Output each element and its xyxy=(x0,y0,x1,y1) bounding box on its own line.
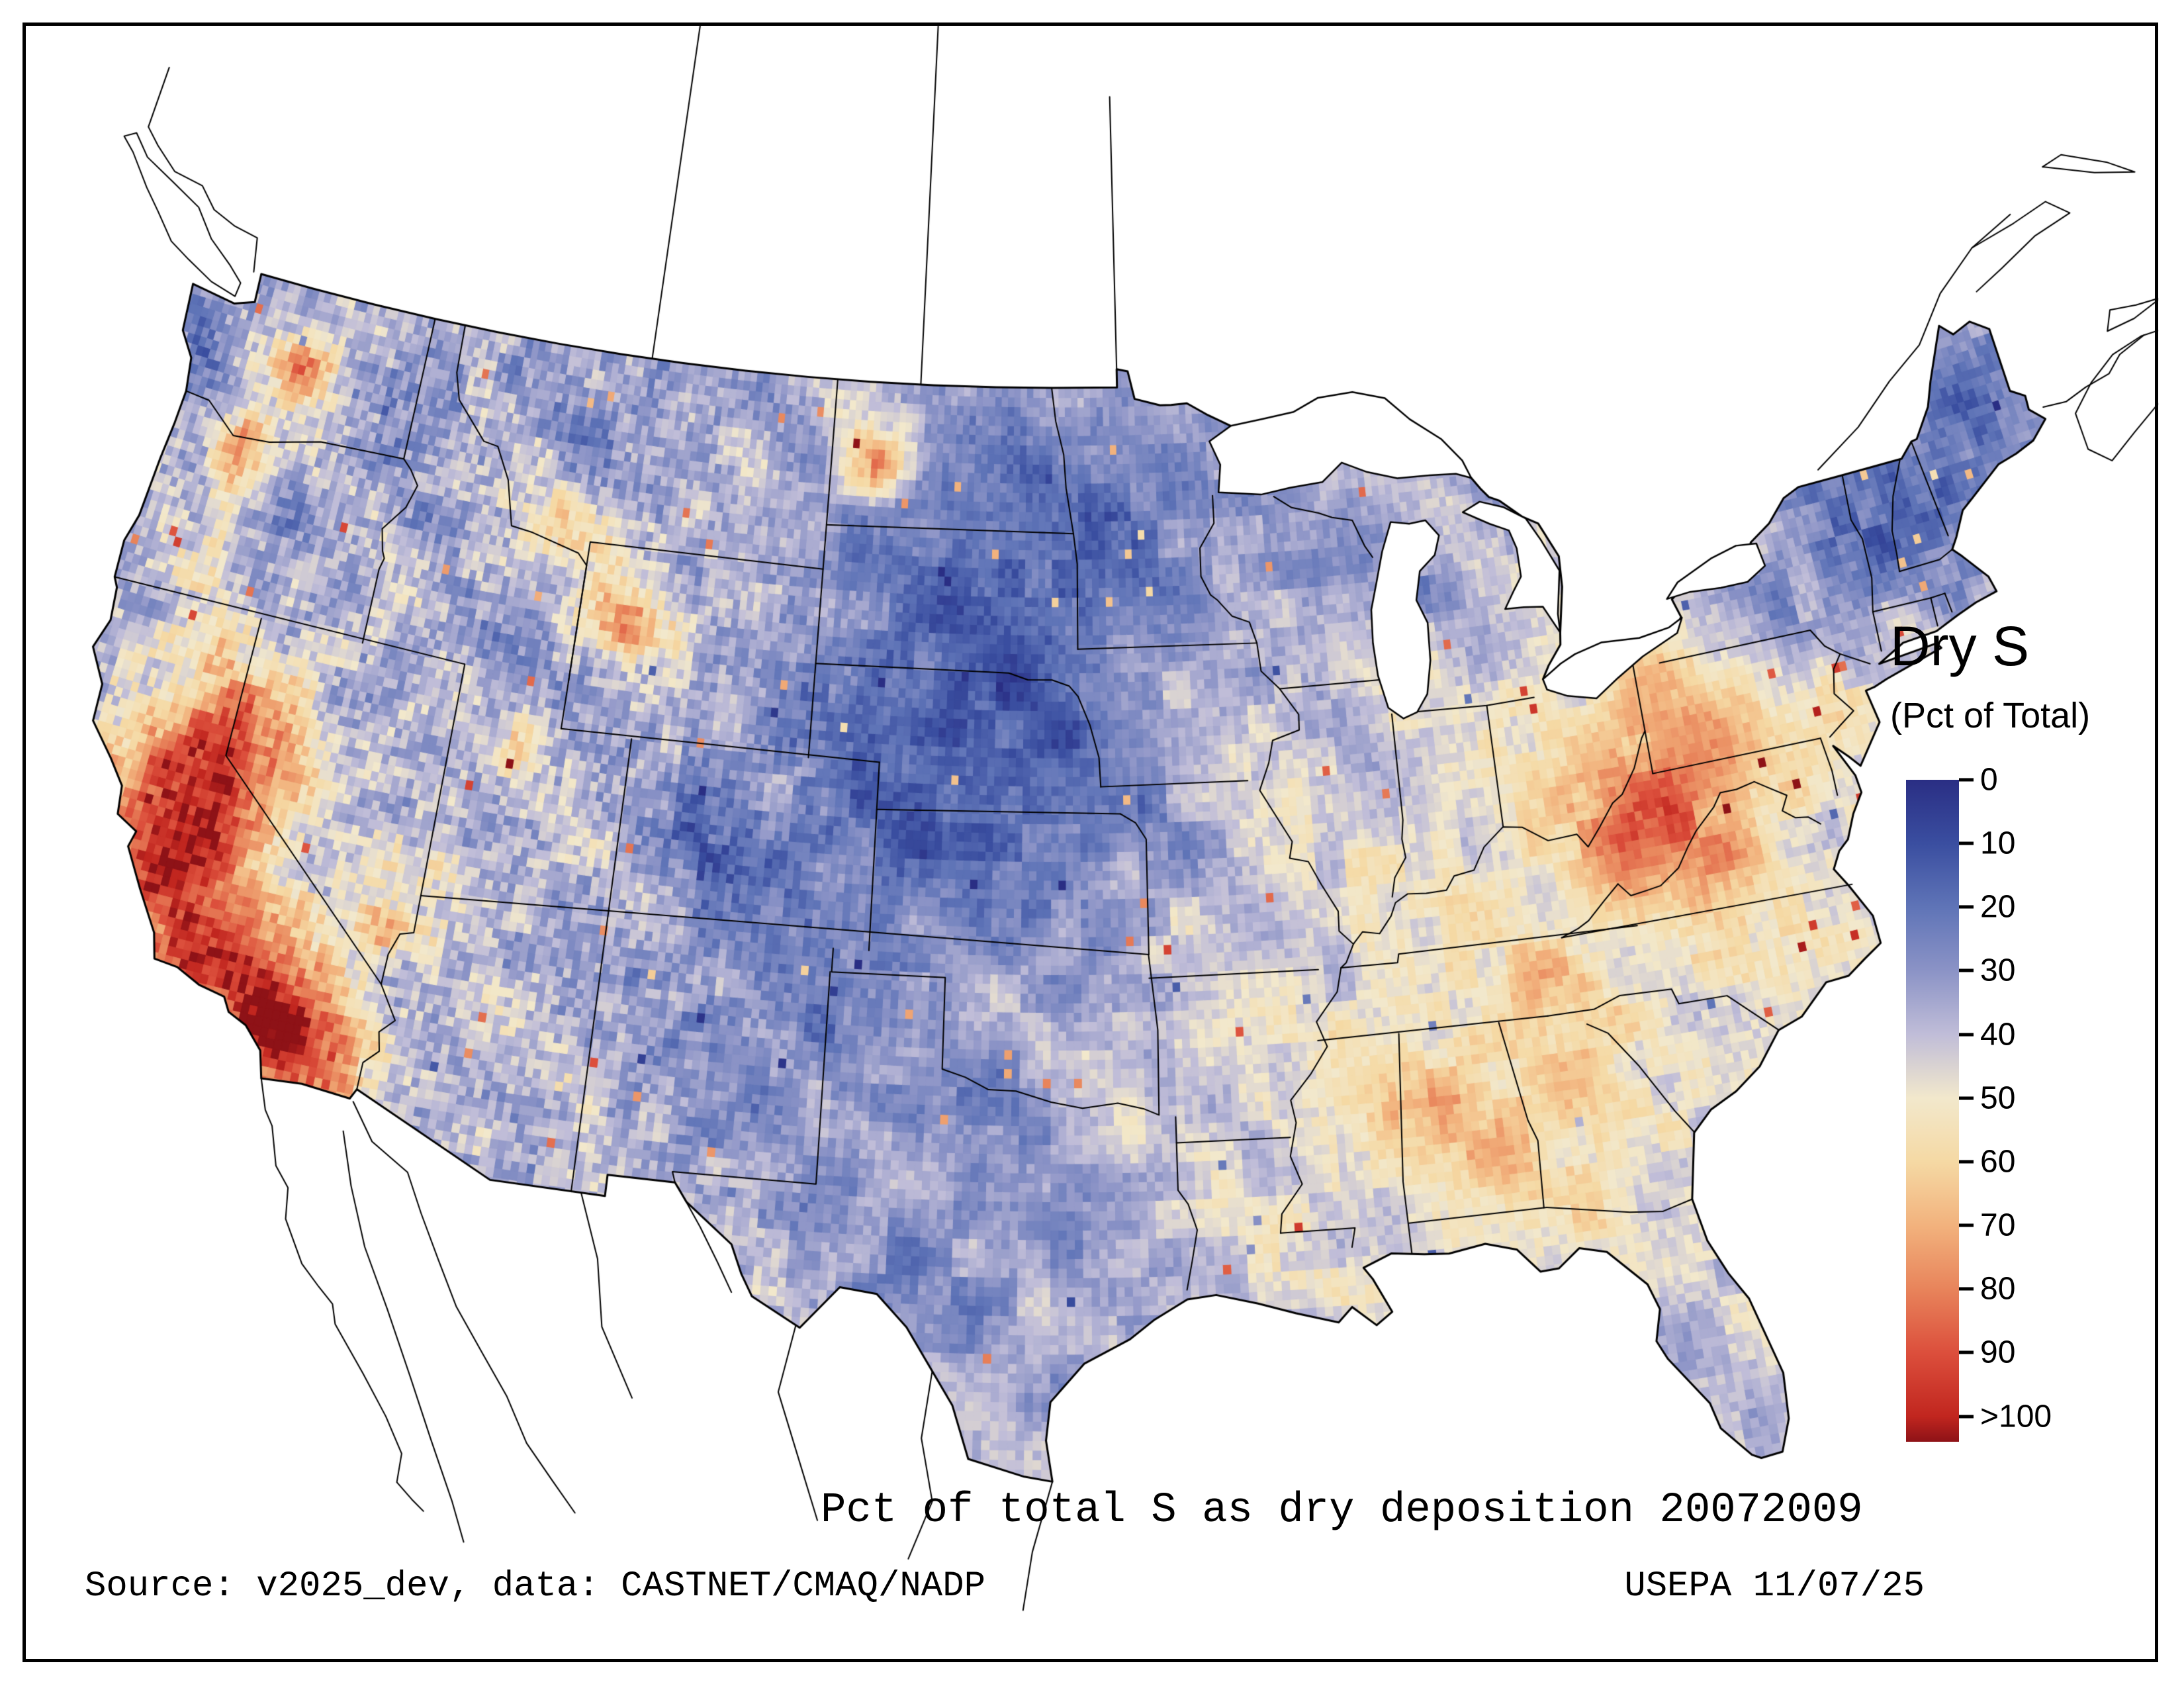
agency-text: USEPA 11/07/25 xyxy=(1624,1566,1925,1607)
colorbar-tick: 30 xyxy=(1959,953,2015,989)
tick-label: 10 xyxy=(1980,825,2016,861)
colorbar-tick: 10 xyxy=(1959,825,2015,862)
colorbar-tick: 50 xyxy=(1959,1080,2015,1116)
colorbar-tick: 90 xyxy=(1959,1335,2015,1371)
tick-mark xyxy=(1959,1415,1974,1419)
legend-subtitle: (Pct of Total) xyxy=(1890,696,2091,735)
tick-label: 60 xyxy=(1980,1144,2016,1180)
tick-mark xyxy=(1959,1223,1974,1227)
tick-label: >100 xyxy=(1980,1399,2052,1434)
tick-label: 70 xyxy=(1980,1207,2016,1243)
tick-mark xyxy=(1959,905,1974,909)
tick-label: 20 xyxy=(1980,889,2016,925)
tick-mark xyxy=(1959,968,1974,972)
colorbar-tick: 40 xyxy=(1959,1016,2015,1053)
colorbar-ticks: 0 10 20 30 40 50 60 70 80 90 >100 xyxy=(1959,763,2118,1442)
tick-label: 50 xyxy=(1980,1080,2016,1116)
colorbar-tick: 70 xyxy=(1959,1207,2015,1244)
tick-mark xyxy=(1959,1160,1974,1164)
tick-mark xyxy=(1959,1033,1974,1037)
tick-mark xyxy=(1959,1350,1974,1354)
tick-label: 30 xyxy=(1980,953,2016,988)
tick-mark xyxy=(1959,841,1974,845)
tick-label: 90 xyxy=(1980,1335,2016,1370)
colorbar-tick: >100 xyxy=(1959,1398,2052,1434)
source-text: Source: v2025_dev, data: CASTNET/CMAQ/NA… xyxy=(85,1566,986,1607)
tick-label: 0 xyxy=(1980,762,1998,798)
tick-label: 80 xyxy=(1980,1271,2016,1307)
colorbar-tick: 60 xyxy=(1959,1143,2015,1180)
colorbar-tick: 20 xyxy=(1959,889,2015,925)
tick-mark xyxy=(1959,1096,1974,1100)
tick-mark xyxy=(1959,778,1974,782)
tick-label: 40 xyxy=(1980,1017,2016,1053)
colorbar-tick: 0 xyxy=(1959,762,1998,798)
colorbar-tick: 80 xyxy=(1959,1271,2015,1307)
legend-title: Dry S xyxy=(1890,615,2029,677)
colorbar-gradient xyxy=(1906,780,1959,1442)
tick-mark xyxy=(1959,1287,1974,1291)
map-caption: Pct of total S as dry deposition 2007200… xyxy=(821,1487,1863,1534)
